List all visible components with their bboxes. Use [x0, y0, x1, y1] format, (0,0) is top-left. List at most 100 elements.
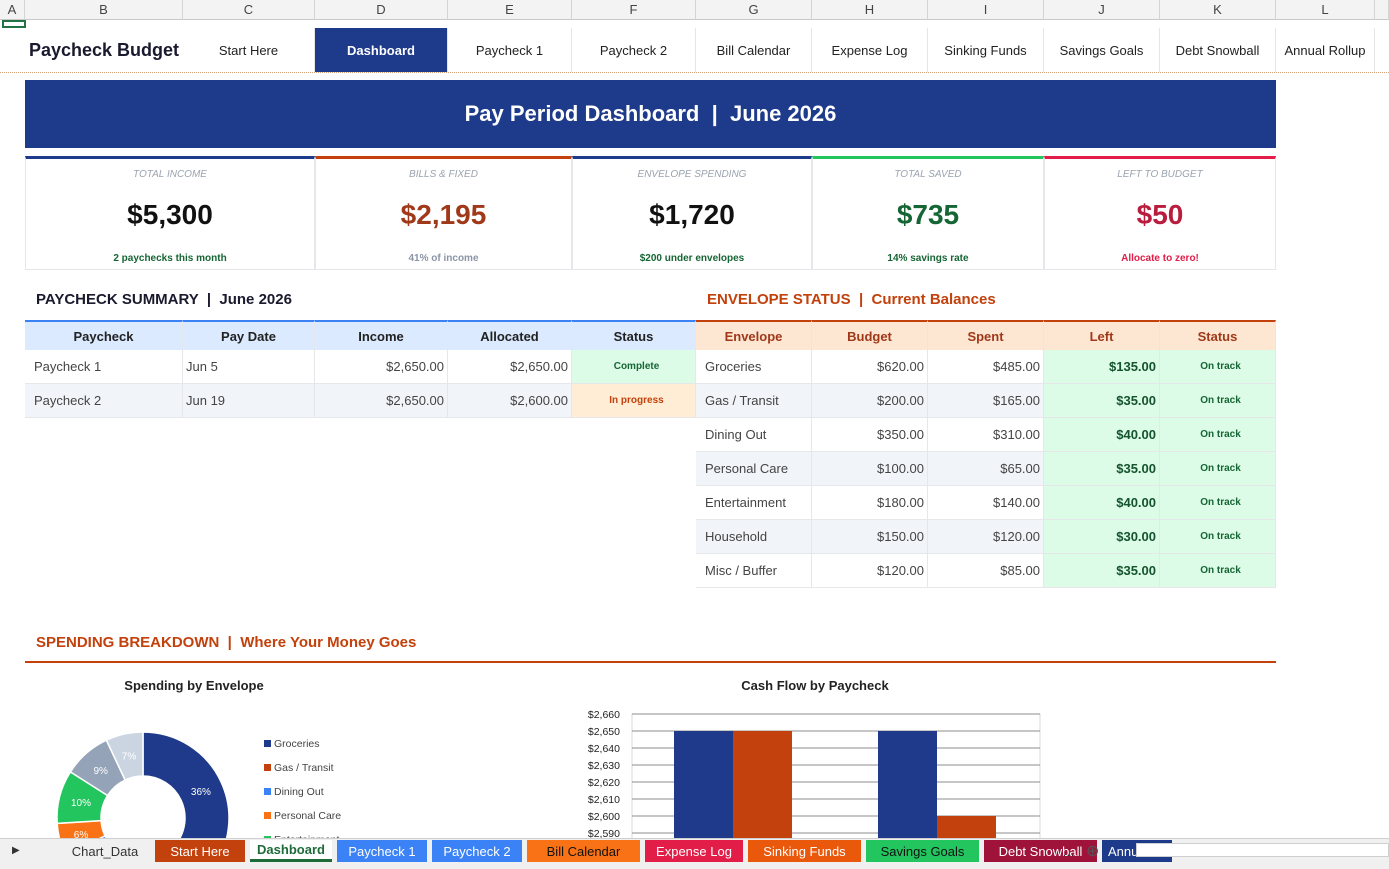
column-header: I [928, 0, 1044, 20]
kpi-label: LEFT TO BUDGET [1117, 169, 1203, 180]
table-header: Envelope [696, 320, 812, 350]
page-break [0, 72, 1389, 73]
bar [733, 731, 792, 838]
table-cell: Household [696, 520, 812, 554]
legend-swatch [264, 764, 271, 771]
kpi-note: 41% of income [408, 253, 479, 264]
kpi-value: $735 [896, 199, 960, 230]
table-cell: $180.00 [812, 486, 928, 520]
column-header: F [572, 0, 696, 20]
sheet-tab[interactable]: Chart_Data [71, 843, 139, 859]
table-cell: $135.00 [1044, 350, 1160, 384]
selected-cell [2, 20, 26, 28]
sheet-tab[interactable]: Expense Log [645, 840, 743, 862]
legend-label: Groceries [274, 738, 320, 750]
column-header: J [1044, 0, 1160, 20]
table-cell: $65.00 [928, 452, 1044, 486]
table-cell: In progress [572, 384, 696, 418]
nav-button[interactable]: Savings Goals [1044, 28, 1160, 72]
sheet-tab[interactable]: Start Here [155, 840, 245, 862]
table-header: Left [1044, 320, 1160, 350]
chart: Cash Flow by Paycheck$2,580$2,590$2,600$… [574, 666, 1057, 838]
chart-title: Cash Flow by Paycheck [741, 678, 889, 693]
table-cell: On track [1160, 486, 1276, 520]
nav-button[interactable]: Debt Snowball [1160, 28, 1276, 72]
nav-button[interactable]: Dashboard [315, 28, 448, 72]
sheet-tab[interactable]: Bill Calendar [527, 840, 640, 862]
table-cell: $40.00 [1044, 418, 1160, 452]
kpi-note: $200 under envelopes [639, 253, 745, 264]
table-header: Income [315, 320, 448, 350]
table-cell: $2,650.00 [315, 384, 448, 418]
kpi-note: Allocate to zero! [1121, 253, 1199, 264]
table-cell: Misc / Buffer [696, 554, 812, 588]
y-tick-label: $2,600 [588, 811, 620, 823]
kpi-note: 2 paychecks this month [113, 253, 227, 264]
scroll-arrow: ▶ [12, 844, 20, 856]
legend-label: Entertainment [274, 834, 339, 838]
table-cell: Jun 19 [183, 384, 315, 418]
nav-button[interactable]: Paycheck 1 [448, 28, 572, 72]
table-cell: $2,600.00 [448, 384, 572, 418]
kpi-label: TOTAL SAVED [894, 169, 962, 180]
column-header: D [315, 0, 448, 20]
bar [674, 731, 733, 838]
table-cell: Jun 5 [183, 350, 315, 384]
table-cell: $2,650.00 [448, 350, 572, 384]
column-header: E [448, 0, 572, 20]
kpi-value: $5,300 [127, 199, 213, 230]
column-header: B [25, 0, 183, 20]
more-tabs[interactable]: … [1062, 843, 1075, 859]
table-cell: $120.00 [928, 520, 1044, 554]
nav-button[interactable]: Expense Log [812, 28, 928, 72]
sheet-tab[interactable]: Paycheck 1 [337, 840, 427, 862]
nav-button[interactable]: Paycheck 2 [572, 28, 696, 72]
sheet-tab[interactable]: Savings Goals [866, 840, 979, 862]
section-rule [25, 661, 1276, 663]
sheet-tab[interactable]: Paycheck 2 [432, 840, 522, 862]
nav-button[interactable]: Start Here [183, 28, 315, 72]
sheet-tab[interactable]: Debt Snowball [984, 840, 1097, 862]
table-cell: $35.00 [1044, 554, 1160, 588]
data-label: 36% [191, 787, 211, 798]
table-cell: $120.00 [812, 554, 928, 588]
row-header-gap [1375, 0, 1389, 20]
column-header: H [812, 0, 928, 20]
table-header: Budget [812, 320, 928, 350]
sheet-tab[interactable]: Sinking Funds [748, 840, 861, 862]
add-sheet[interactable]: ⊕ [1086, 843, 1100, 860]
table-header: Spent [928, 320, 1044, 350]
y-tick-label: $2,650 [588, 726, 620, 738]
nav-button[interactable]: Bill Calendar [696, 28, 812, 72]
kpi-value: $50 [1136, 199, 1184, 230]
banner: Pay Period Dashboard | June 2026 [25, 80, 1276, 148]
legend-swatch [264, 788, 271, 795]
table-cell: $100.00 [812, 452, 928, 486]
kpi-card: BILLS & FIXED $2,195 41% of income [315, 156, 572, 270]
brand: Paycheck Budget [28, 39, 180, 60]
table-cell: Groceries [696, 350, 812, 384]
table-cell: Complete [572, 350, 696, 384]
kpi-card: TOTAL SAVED $735 14% savings rate [812, 156, 1044, 270]
kpi-note: 14% savings rate [887, 253, 969, 264]
y-tick-label: $2,660 [588, 709, 620, 721]
table-cell: On track [1160, 418, 1276, 452]
nav-button[interactable]: Sinking Funds [928, 28, 1044, 72]
table-cell: $35.00 [1044, 452, 1160, 486]
table-cell: On track [1160, 554, 1276, 588]
data-label: 7% [122, 752, 137, 763]
table-cell: On track [1160, 520, 1276, 554]
bar [878, 731, 937, 838]
table-cell: Paycheck 1 [25, 350, 183, 384]
y-tick-label: $2,620 [588, 777, 620, 789]
table-cell: Paycheck 2 [25, 384, 183, 418]
sheet-tab[interactable]: Dashboard [250, 840, 332, 862]
data-label: 10% [71, 798, 91, 809]
table-cell: $40.00 [1044, 486, 1160, 520]
bar [937, 816, 996, 838]
table-cell: $620.00 [812, 350, 928, 384]
table-cell: $310.00 [928, 418, 1044, 452]
nav-button[interactable]: Annual Rollup [1276, 28, 1375, 72]
column-header: K [1160, 0, 1276, 20]
